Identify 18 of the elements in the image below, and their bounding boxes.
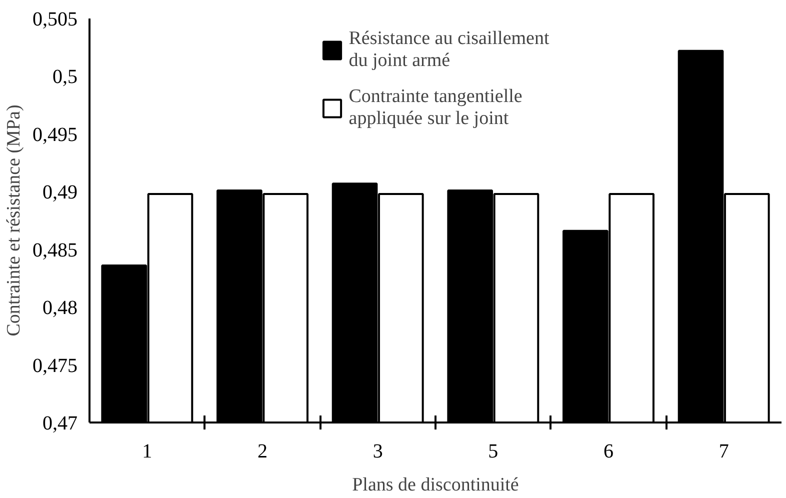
- x-tick-label: 2: [258, 440, 268, 462]
- x-tick-label: 1: [142, 440, 152, 462]
- x-tick-label: 5: [488, 440, 498, 462]
- y-tick-label: 0,475: [32, 354, 78, 377]
- y-tick-label: 0,495: [32, 124, 78, 146]
- x-axis-title: Plans de discontinuité: [352, 474, 519, 496]
- x-tick-label: 7: [718, 440, 729, 462]
- y-tick-label: 0,485: [32, 239, 78, 262]
- x-tick-label: 3: [372, 440, 383, 462]
- y-tick-label: 0,505: [32, 8, 78, 30]
- y-axis-title: Contrainte et résistance (MPa): [4, 104, 24, 336]
- y-tick-label: 0,48: [42, 297, 78, 320]
- y-tick-label: 0,5: [52, 66, 78, 88]
- y-tick-label: 0,49: [42, 182, 78, 204]
- y-tick-label: 0,47: [42, 412, 78, 434]
- legend-label: Contrainte tangentielle appliquée sur le joint: [348, 86, 522, 130]
- legend-label: Résistance au cisaillement du joint armé: [348, 28, 550, 72]
- x-tick-label: 6: [604, 440, 614, 462]
